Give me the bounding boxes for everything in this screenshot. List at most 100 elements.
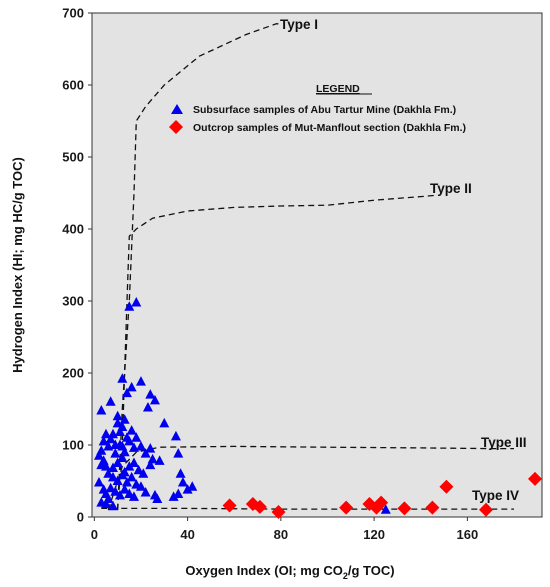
point-subsurface	[121, 476, 132, 487]
point-subsurface	[131, 296, 142, 307]
point-subsurface	[112, 475, 123, 485]
point-subsurface	[142, 402, 153, 412]
point-subsurface	[112, 457, 123, 467]
point-outcrop	[528, 471, 543, 486]
point-subsurface	[168, 491, 179, 501]
point-subsurface	[110, 486, 121, 496]
y-axis-label: Hydrogen Index (HI; mg HC/g TOC)	[10, 157, 25, 373]
point-subsurface	[112, 417, 123, 428]
point-outcrop	[339, 500, 354, 515]
point-subsurface	[103, 468, 114, 478]
point-subsurface	[107, 462, 118, 473]
point-subsurface	[140, 448, 151, 458]
point-outcrop	[439, 479, 454, 494]
point-outcrop	[425, 500, 440, 515]
point-subsurface	[145, 389, 156, 399]
y-tick-label: 100	[62, 438, 84, 453]
point-subsurface	[100, 428, 111, 439]
y-tick-label: 600	[62, 78, 84, 93]
point-subsurface	[119, 484, 130, 494]
point-outcrop	[397, 501, 412, 516]
legend-label-subsurface: Subsurface samples of Abu Tartur Mine (D…	[193, 104, 456, 116]
curve-type-1	[116, 23, 281, 510]
point-subsurface	[105, 482, 116, 493]
point-subsurface	[105, 396, 116, 406]
y-tick-label: 700	[62, 6, 84, 21]
point-subsurface	[177, 476, 188, 487]
point-outcrop	[374, 495, 389, 510]
axis-ticks: 0 100 200 300 400 500 600 700 0 40 80 120 160	[62, 6, 478, 543]
point-subsurface	[121, 387, 132, 398]
point-subsurface	[96, 404, 107, 415]
point-outcrop	[479, 502, 494, 517]
curve-label-type-ii: Type II	[430, 181, 472, 196]
y-tick-label: 500	[62, 150, 84, 165]
point-subsurface	[173, 488, 184, 498]
y-tick-label: 0	[77, 510, 84, 525]
point-subsurface	[124, 301, 135, 311]
y-tick-label: 300	[62, 294, 84, 309]
curve-label-type-iv: Type IV	[472, 488, 519, 503]
point-subsurface	[175, 468, 186, 478]
legend: LEGEND Subsurface samples of Abu Tartur …	[169, 83, 466, 134]
point-subsurface	[110, 448, 121, 458]
point-subsurface	[135, 376, 146, 386]
point-subsurface	[100, 461, 111, 471]
data-points	[93, 296, 543, 519]
point-outcrop	[222, 498, 237, 513]
point-subsurface	[140, 487, 151, 497]
point-subsurface	[121, 432, 132, 442]
point-subsurface	[126, 471, 137, 482]
point-subsurface	[154, 455, 165, 465]
curve-type-2	[116, 194, 438, 510]
point-subsurface	[119, 446, 130, 457]
point-subsurface	[112, 410, 123, 421]
point-subsurface	[133, 464, 144, 475]
point-subsurface	[159, 417, 170, 428]
point-outcrop	[252, 499, 267, 514]
legend-marker-outcrop	[169, 120, 183, 134]
x-tick-label: 80	[274, 527, 288, 542]
point-subsurface	[100, 498, 111, 509]
point-subsurface	[149, 394, 160, 405]
y-tick-label: 200	[62, 366, 84, 381]
point-subsurface	[119, 414, 130, 424]
point-subsurface	[124, 461, 135, 471]
point-subsurface	[131, 432, 142, 442]
point-subsurface	[126, 381, 137, 392]
point-subsurface	[128, 491, 139, 501]
x-axis-label: Oxygen Index (OI; mg CO2/g TOC)	[185, 563, 394, 581]
curve-label-type-iii: Type III	[481, 435, 527, 450]
point-subsurface	[135, 481, 146, 491]
point-subsurface	[128, 457, 139, 467]
y-tick-label: 400	[62, 222, 84, 237]
point-subsurface	[93, 450, 104, 460]
point-subsurface	[170, 430, 181, 441]
legend-label-outcrop: Outcrop samples of Mut-Manflout section …	[193, 122, 466, 134]
point-subsurface	[145, 443, 156, 453]
point-subsurface	[380, 504, 391, 514]
point-subsurface	[138, 468, 149, 478]
point-outcrop	[271, 504, 286, 519]
point-subsurface	[173, 448, 184, 458]
point-subsurface	[117, 440, 128, 451]
x-tick-label: 40	[180, 527, 194, 542]
point-subsurface	[114, 426, 125, 437]
legend-marker-subsurface	[171, 104, 183, 114]
point-subsurface	[114, 489, 125, 500]
point-subsurface	[105, 433, 116, 444]
point-subsurface	[182, 484, 193, 494]
point-subsurface	[117, 373, 128, 383]
point-subsurface	[117, 452, 128, 462]
point-subsurface	[107, 500, 118, 511]
legend-title: LEGEND	[316, 83, 360, 95]
plot-area	[91, 12, 543, 518]
point-subsurface	[187, 481, 198, 491]
point-subsurface	[152, 493, 163, 503]
point-subsurface	[126, 425, 137, 435]
point-subsurface	[93, 476, 104, 487]
point-subsurface	[107, 471, 118, 482]
x-tick-label: 0	[91, 527, 98, 542]
curve-type-4	[101, 507, 514, 510]
